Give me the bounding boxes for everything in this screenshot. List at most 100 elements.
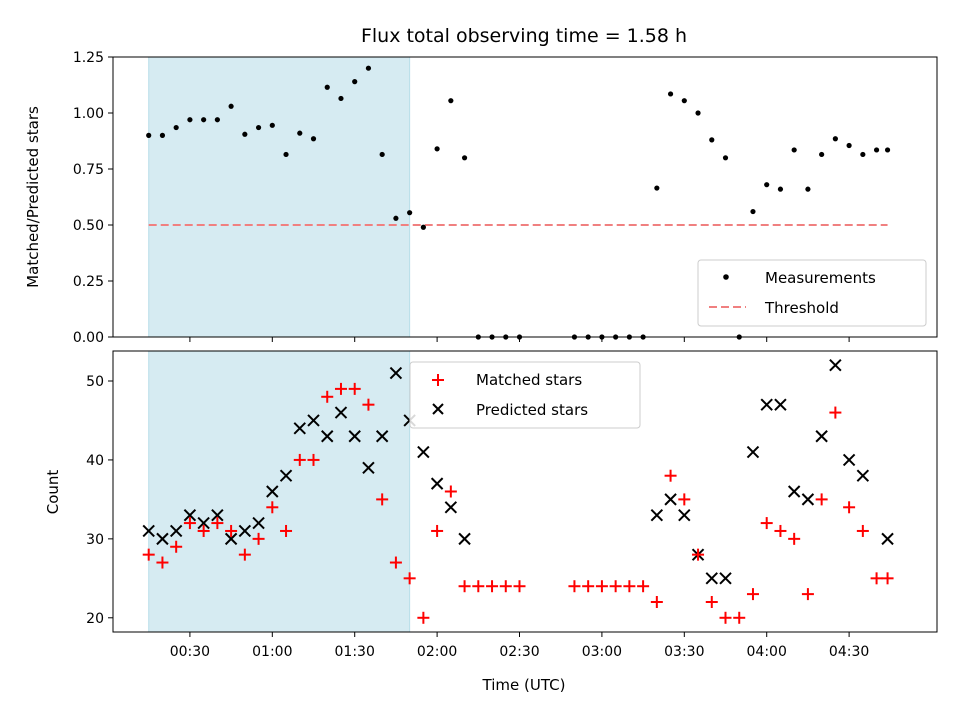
matched-star-marker xyxy=(403,572,416,585)
top-y-tick-label: 0.50 xyxy=(73,218,104,234)
top-panel: Flux total observing time = 1.58 h 0.000… xyxy=(24,25,938,346)
matched-star-marker xyxy=(815,493,828,506)
legend-matched-label: Matched stars xyxy=(476,371,582,389)
top-legend-box xyxy=(697,259,927,327)
bottom-y-tick-label: 20 xyxy=(86,611,104,627)
measurement-point xyxy=(146,132,152,138)
predicted-star-stroke xyxy=(142,524,155,538)
bottom-y-axis: 20 30 40 50 xyxy=(86,374,113,627)
matched-star-marker xyxy=(362,398,375,411)
predicted-star-stroke xyxy=(252,516,265,530)
measurement-point xyxy=(461,155,468,161)
matched-star-marker xyxy=(156,556,169,569)
measurement-point xyxy=(173,124,179,131)
measurement-point xyxy=(420,224,426,230)
predicted-star-marker xyxy=(856,469,870,482)
matched-star-marker xyxy=(266,501,279,514)
matched-star-marker xyxy=(746,588,759,601)
measurement-point xyxy=(750,208,756,215)
matched-star-marker xyxy=(856,524,869,537)
measurement-point xyxy=(448,98,454,104)
matched-star-marker xyxy=(389,556,402,569)
measurement-point xyxy=(338,95,344,102)
predicted-star-marker xyxy=(458,532,471,546)
measurement-point xyxy=(297,130,303,136)
matched-star-marker xyxy=(705,596,718,609)
predicted-star-stroke xyxy=(842,453,856,467)
measurement-point xyxy=(379,151,385,158)
matched-star-marker xyxy=(376,493,389,506)
bottom-x-tick-label: 02:00 xyxy=(417,644,457,660)
bottom-x-tick-label: 04:30 xyxy=(829,644,869,660)
predicted-star-marker xyxy=(334,406,348,419)
measurement-point xyxy=(654,185,660,191)
predicted-star-marker xyxy=(238,524,252,538)
bottom-legend: Matched stars Predicted stars xyxy=(409,361,641,429)
predicted-star-stroke xyxy=(650,508,664,522)
bottom-x-tick-label: 03:30 xyxy=(664,644,704,660)
predicted-star-stroke xyxy=(238,524,252,538)
matched-star-marker xyxy=(733,611,746,624)
predicted-star-marker xyxy=(829,359,842,372)
measurement-point xyxy=(324,84,330,90)
predicted-star-stroke xyxy=(293,422,306,435)
matched-star-marker xyxy=(623,580,636,593)
matched-star-marker xyxy=(417,611,430,624)
measurement-point xyxy=(832,136,838,142)
measurement-point xyxy=(722,155,729,161)
predicted-star-stroke xyxy=(760,398,773,411)
top-y-tick-label: 1.00 xyxy=(73,106,104,122)
predicted-star-marker xyxy=(774,398,787,411)
matched-series xyxy=(142,382,894,624)
matched-star-marker xyxy=(801,588,814,601)
predicted-star-stroke xyxy=(664,493,677,506)
matched-star-marker xyxy=(197,524,210,537)
matched-star-marker xyxy=(829,406,842,419)
matched-star-marker xyxy=(719,611,732,624)
predicted-star-stroke xyxy=(774,398,787,411)
measurement-point xyxy=(269,122,275,128)
matched-star-marker xyxy=(843,501,856,514)
matched-star-marker xyxy=(280,524,293,537)
measurement-point xyxy=(791,147,797,153)
predicted-star-stroke xyxy=(801,493,815,506)
measurement-point xyxy=(805,186,811,192)
matched-star-marker xyxy=(637,580,650,593)
bottom-x-tick-label: 04:00 xyxy=(747,644,787,660)
matched-star-marker xyxy=(774,524,787,537)
bottom-x-axis-label: Time (UTC) xyxy=(482,676,566,694)
predicted-star-marker xyxy=(266,485,279,498)
matched-star-marker xyxy=(472,580,485,593)
measurement-point xyxy=(159,132,166,138)
predicted-star-marker xyxy=(746,445,760,459)
measurement-point xyxy=(283,151,289,158)
matched-star-marker xyxy=(595,580,608,593)
predicted-star-stroke xyxy=(348,430,361,443)
predicted-star-marker xyxy=(169,524,183,538)
predicted-star-stroke xyxy=(211,508,224,522)
legend-matched-marker xyxy=(432,374,444,386)
measurement-point xyxy=(434,146,440,152)
bottom-x-tick-label: 01:30 xyxy=(335,644,375,660)
predicted-star-stroke xyxy=(307,414,320,427)
matched-star-marker xyxy=(513,580,526,593)
bottom-x-tick-label: 01:00 xyxy=(252,644,292,660)
legend-threshold-label: Threshold xyxy=(764,299,839,317)
matched-star-marker xyxy=(650,596,663,609)
matched-star-marker xyxy=(760,517,773,530)
predicted-star-marker xyxy=(375,430,389,443)
bottom-x-tick-label: 02:30 xyxy=(499,644,539,660)
measurement-point xyxy=(873,147,880,153)
matched-star-marker xyxy=(486,580,499,593)
top-y-tick-label: 0.00 xyxy=(73,330,104,346)
predicted-star-stroke xyxy=(705,572,718,585)
predicted-star-stroke xyxy=(183,508,197,522)
matched-star-marker xyxy=(307,453,320,466)
measurement-point xyxy=(393,215,399,221)
predicted-star-stroke xyxy=(444,501,458,514)
predicted-star-stroke xyxy=(266,485,279,498)
predicted-star-marker xyxy=(279,469,293,482)
top-y-axis-label: Matched/Predicted stars xyxy=(24,106,42,288)
top-shaded-region xyxy=(148,56,411,338)
